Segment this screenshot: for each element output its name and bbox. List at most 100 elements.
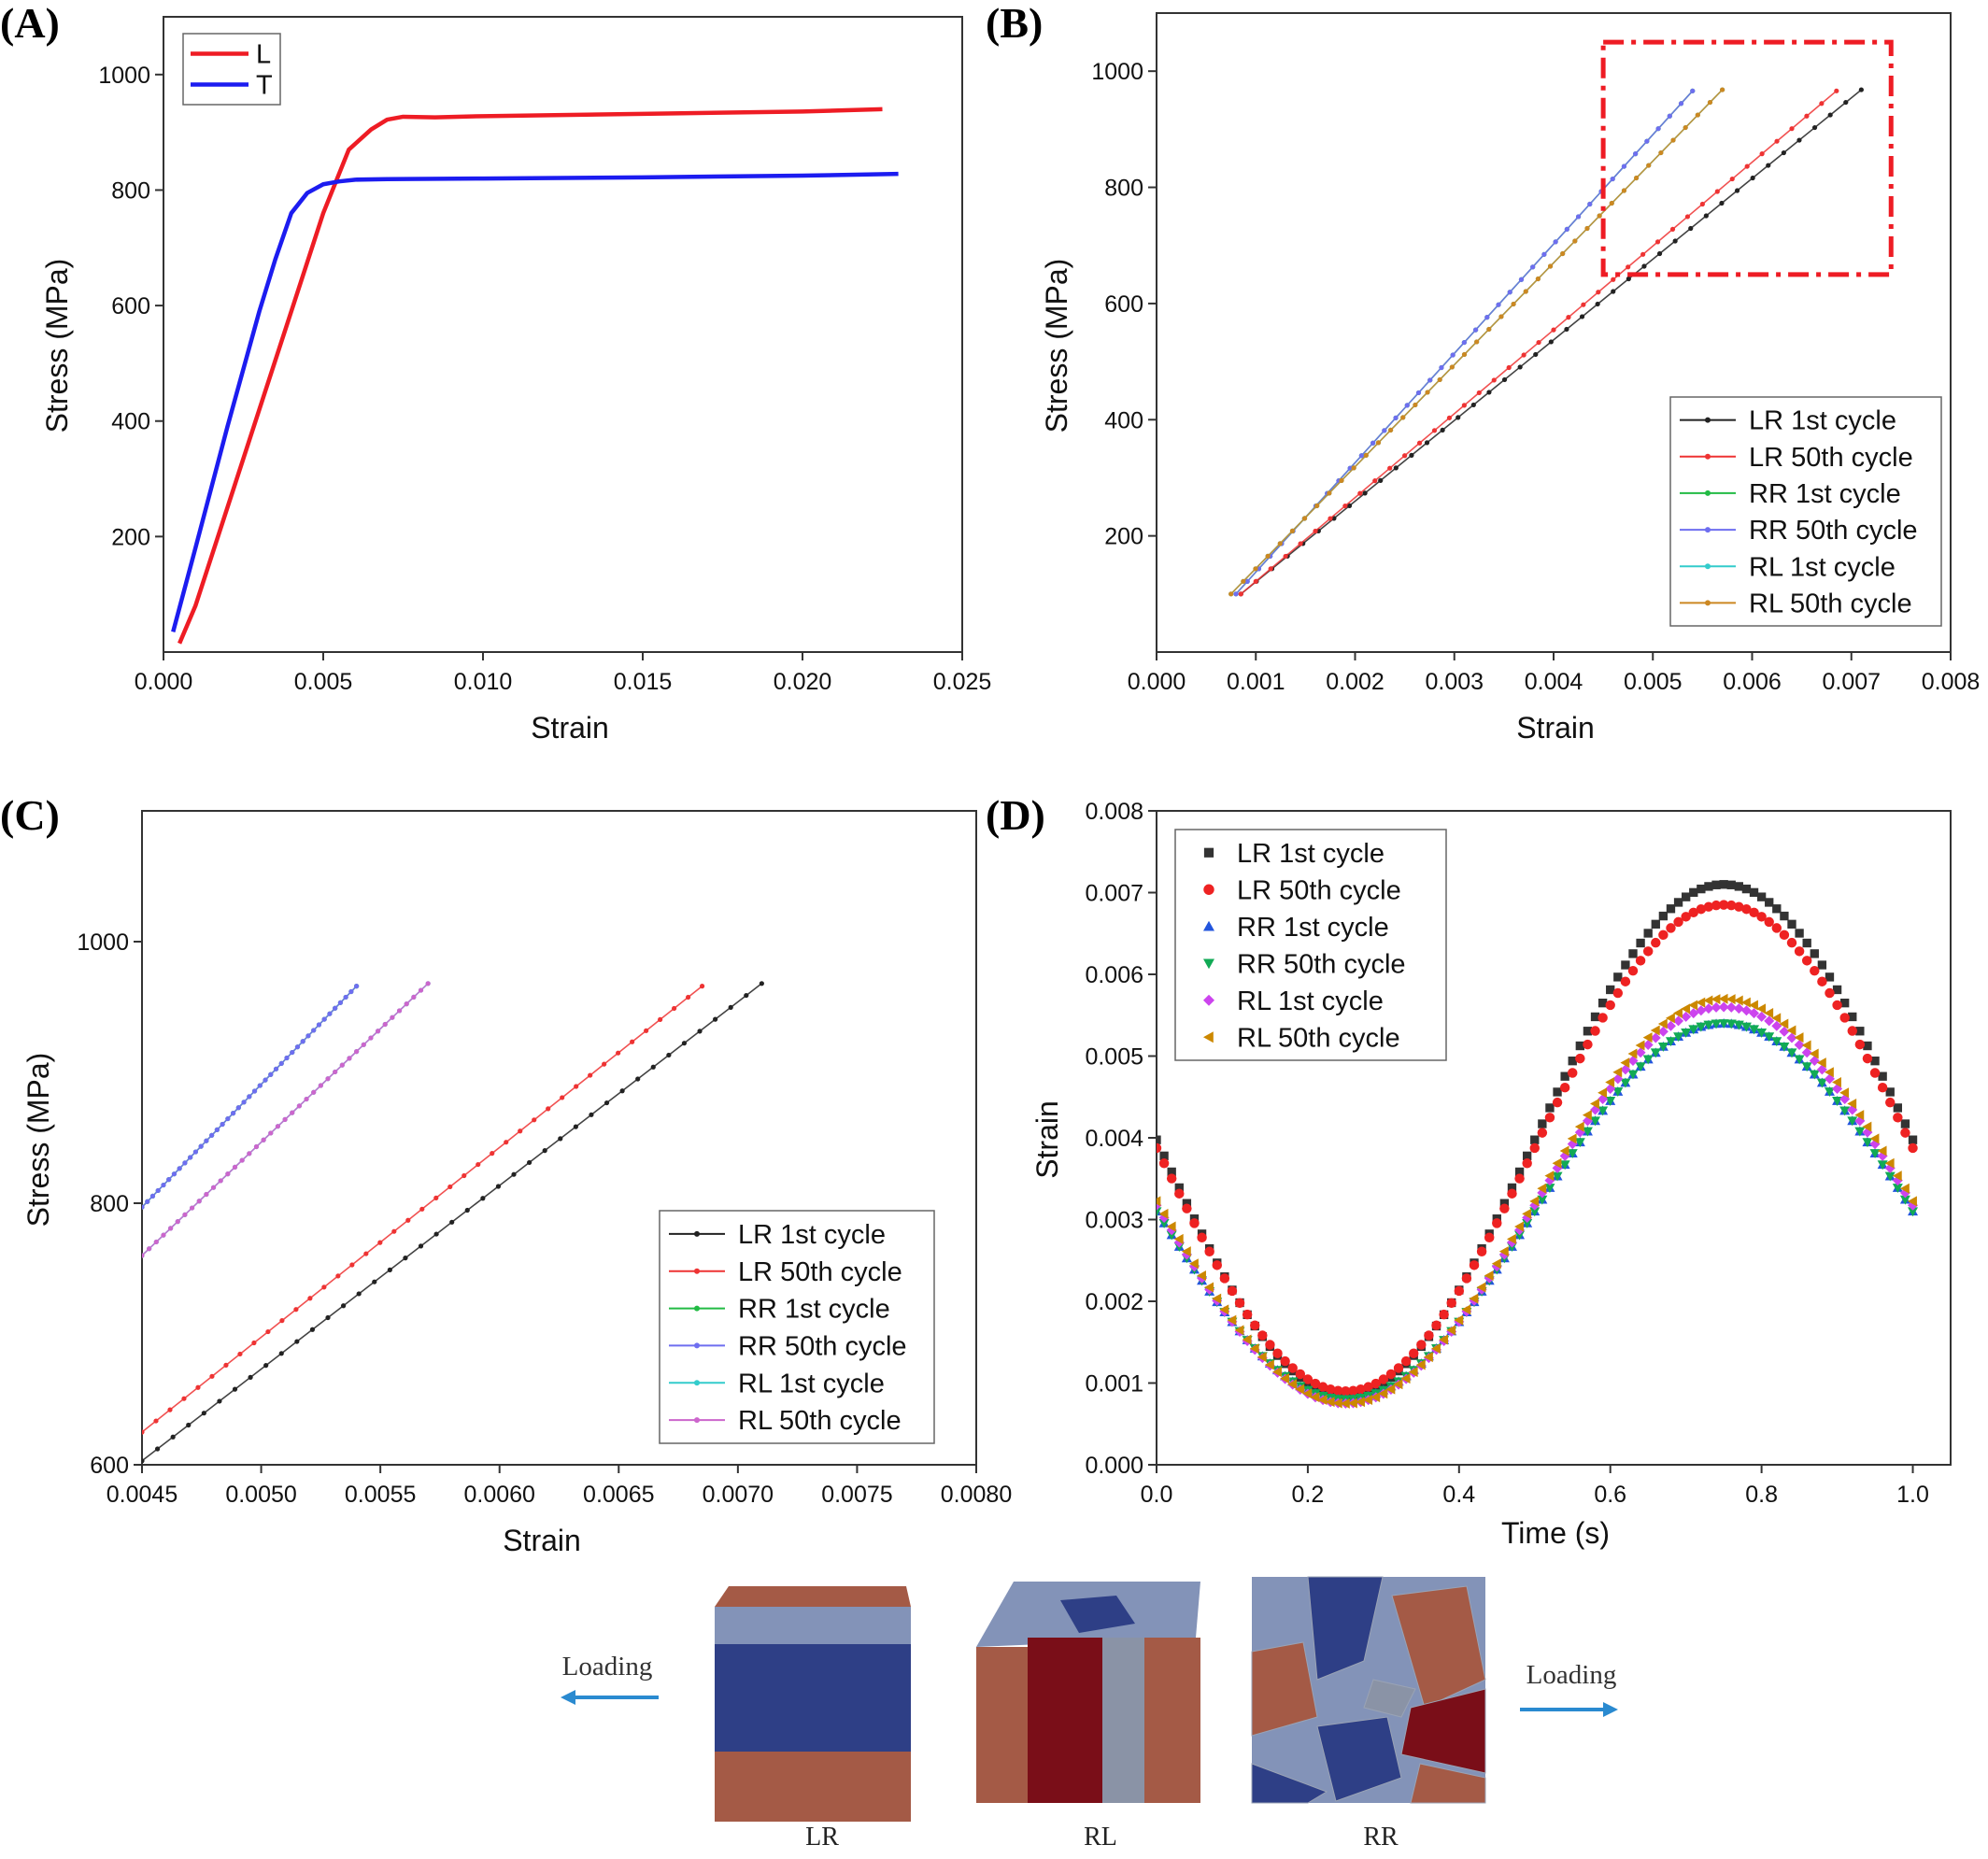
data-point — [1620, 1057, 1630, 1069]
data-point — [1257, 1330, 1268, 1341]
data-point — [1779, 1026, 1790, 1037]
data-point — [1242, 1334, 1252, 1345]
data-point — [1514, 1173, 1525, 1184]
data-point — [1474, 339, 1480, 345]
data-point — [209, 1132, 215, 1138]
data-point — [1197, 1270, 1206, 1282]
data-point — [1801, 956, 1812, 966]
data-point — [1832, 1077, 1841, 1088]
data-point — [433, 1195, 439, 1200]
data-point — [1626, 264, 1631, 270]
legend-item: LR 50th cycle — [1203, 875, 1401, 905]
data-point — [1431, 1343, 1441, 1355]
x-tick-label: 0.004 — [1525, 669, 1583, 695]
data-point — [1621, 188, 1627, 193]
legend-frame — [182, 33, 281, 106]
data-point — [1848, 1012, 1857, 1022]
data-point — [1461, 403, 1467, 408]
data-point — [1257, 1352, 1267, 1363]
data-point — [504, 1140, 509, 1145]
data-point — [1711, 994, 1721, 1005]
data-point — [1521, 352, 1526, 358]
data-point — [1159, 1151, 1169, 1161]
data-point — [1548, 339, 1554, 345]
legend-marker — [694, 1380, 700, 1386]
x-tick-label: 0.0065 — [583, 1482, 654, 1508]
y-tick-label: 0.008 — [1085, 799, 1143, 825]
data-point — [542, 1148, 547, 1154]
data-point — [1656, 250, 1663, 257]
data-point — [1646, 163, 1652, 168]
data-point — [1241, 578, 1246, 584]
data-point — [171, 1171, 178, 1177]
data-point — [377, 1240, 383, 1245]
data-point — [1839, 1106, 1851, 1116]
data-point — [232, 1386, 238, 1392]
legend-label: RL 1st cycle — [1237, 986, 1384, 1016]
data-point — [188, 1155, 193, 1160]
legend-marker — [1203, 920, 1214, 931]
legend-label: LR 50th cycle — [1237, 875, 1401, 905]
data-point — [1862, 1138, 1873, 1148]
data-point — [1590, 1098, 1599, 1109]
data-point — [1492, 1218, 1502, 1228]
data-point — [290, 1110, 295, 1115]
data-point — [404, 1001, 409, 1007]
data-point — [1174, 1188, 1185, 1199]
data-point — [1486, 326, 1492, 333]
data-point — [235, 1105, 241, 1111]
data-point — [1810, 965, 1820, 976]
data-point — [1587, 201, 1593, 207]
data-point — [1862, 1053, 1873, 1064]
data-point — [1741, 884, 1752, 894]
data-point — [1832, 1000, 1842, 1011]
data-point — [1740, 1005, 1752, 1016]
data-point — [1575, 1041, 1585, 1051]
data-point — [1673, 1007, 1683, 1018]
data-point — [1327, 490, 1332, 496]
data-point — [1740, 997, 1751, 1008]
data-point — [387, 1267, 392, 1272]
data-point — [1317, 1395, 1328, 1406]
lr-cube — [715, 1586, 911, 1822]
data-point — [1372, 478, 1378, 484]
data-point — [1514, 1167, 1525, 1177]
data-point — [1590, 1012, 1600, 1022]
data-point — [1409, 452, 1414, 458]
data-point — [1440, 427, 1445, 433]
y-tick-label: 600 — [90, 1453, 129, 1479]
x-axis-label: Strain — [531, 711, 609, 745]
legend-label: RR 1st cycle — [1237, 913, 1389, 943]
y-tick-label: 600 — [111, 293, 150, 319]
data-point — [1325, 1397, 1335, 1408]
x-tick-label: 0.008 — [1922, 669, 1981, 695]
data-point — [1598, 1013, 1608, 1023]
data-point — [220, 1121, 225, 1128]
data-point — [1385, 1369, 1397, 1380]
data-point — [602, 1061, 607, 1067]
data-point — [1583, 1027, 1593, 1036]
data-point — [1544, 1184, 1555, 1194]
data-point — [1507, 1188, 1517, 1199]
x-tick-label: 0.0 — [1141, 1482, 1173, 1508]
loading-arrowhead-left — [561, 1690, 575, 1705]
legend-item: RR 1st cycle — [1203, 913, 1389, 943]
data-point — [604, 1100, 610, 1106]
data-point — [1404, 403, 1410, 408]
data-point — [532, 1117, 537, 1123]
data-point — [1678, 101, 1684, 106]
legend-marker — [1203, 1031, 1214, 1043]
legend-marker — [694, 1342, 700, 1349]
legend-item: RL 1st cycle — [1680, 552, 1896, 582]
data-point — [1511, 301, 1516, 307]
data-point — [1476, 390, 1482, 396]
data-point — [1725, 1001, 1737, 1013]
legend-item: LR 50th cycle — [669, 1257, 902, 1287]
cube-band — [715, 1607, 911, 1644]
grain — [1400, 1688, 1486, 1774]
data-point — [1598, 1087, 1608, 1099]
data-point — [293, 1307, 299, 1313]
data-point — [1559, 1145, 1569, 1157]
series-lr-50th-cycle — [1157, 900, 1918, 1397]
